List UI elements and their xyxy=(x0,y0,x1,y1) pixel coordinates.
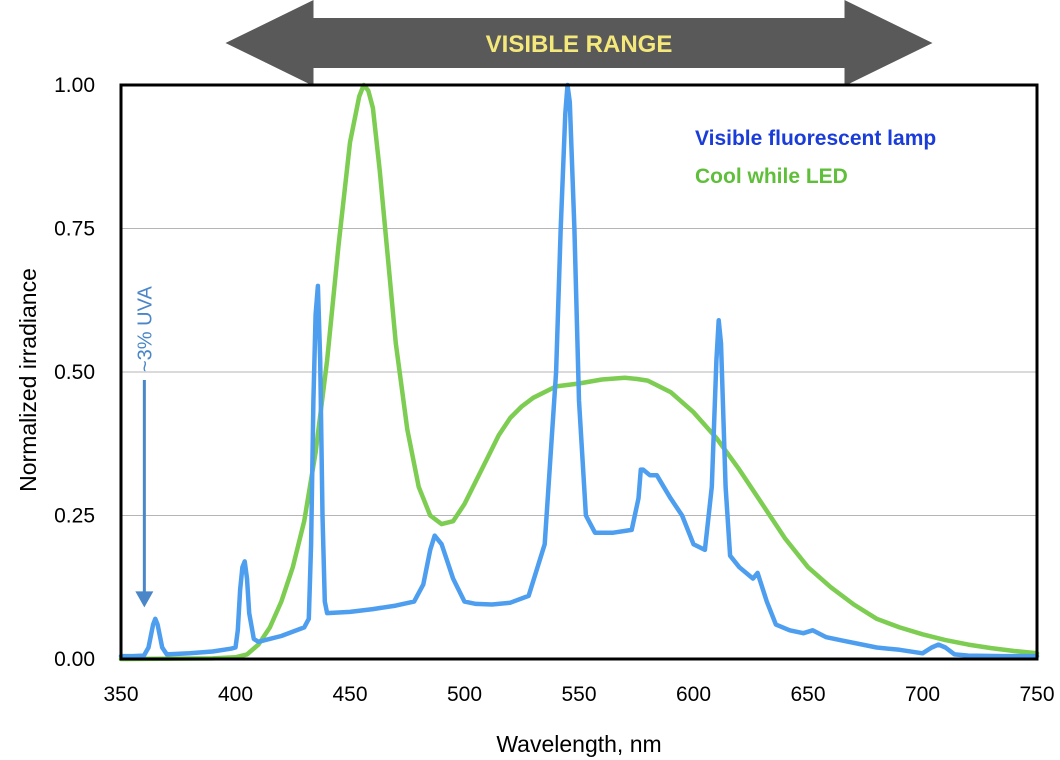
legend-entry: Cool while LED xyxy=(695,165,848,188)
x-tick-label: 600 xyxy=(676,683,711,706)
x-tick-label: 750 xyxy=(1019,683,1054,706)
x-tick-label: 350 xyxy=(103,683,138,706)
legend-entry: Visible fluorescent lamp xyxy=(695,127,936,150)
banner: VISIBLE RANGE xyxy=(225,0,933,86)
y-tick-labels: 0.00 0.25 0.50 0.75 1.00 xyxy=(54,74,95,671)
plot-frame xyxy=(119,83,1039,661)
uva-annotation-label: ~3% UVA xyxy=(134,286,156,372)
series-line xyxy=(118,82,1040,662)
y-tick-label: 0.50 xyxy=(54,361,95,384)
x-tick-label: 400 xyxy=(218,683,253,706)
x-axis-title: Wavelength, nm xyxy=(496,731,661,757)
series-line xyxy=(118,82,1040,659)
x-tick-label: 500 xyxy=(447,683,482,706)
x-tick-label: 450 xyxy=(332,683,367,706)
y-tick-label: 0.25 xyxy=(54,505,95,528)
y-tick-label: 0.00 xyxy=(54,648,95,671)
x-tick-label: 700 xyxy=(905,683,940,706)
x-tick-label: 550 xyxy=(561,683,596,706)
visible-range-arrow xyxy=(225,0,933,86)
y-tick-label: 1.00 xyxy=(54,74,95,97)
visible-range-label: VISIBLE RANGE xyxy=(486,31,673,58)
uva-arrow-head xyxy=(135,591,154,608)
uva-annotation: ~3% UVA xyxy=(134,286,156,608)
y-tick-label: 0.75 xyxy=(54,218,95,241)
series-layer xyxy=(118,82,1040,662)
y-axis-title: Normalized irradiance xyxy=(15,268,41,492)
x-tick-labels: 350 400 450 500 550 600 650 700 750 xyxy=(103,683,1054,706)
x-tick-label: 650 xyxy=(790,683,825,706)
legend: Visible fluorescent lamp Cool while LED xyxy=(695,127,936,188)
